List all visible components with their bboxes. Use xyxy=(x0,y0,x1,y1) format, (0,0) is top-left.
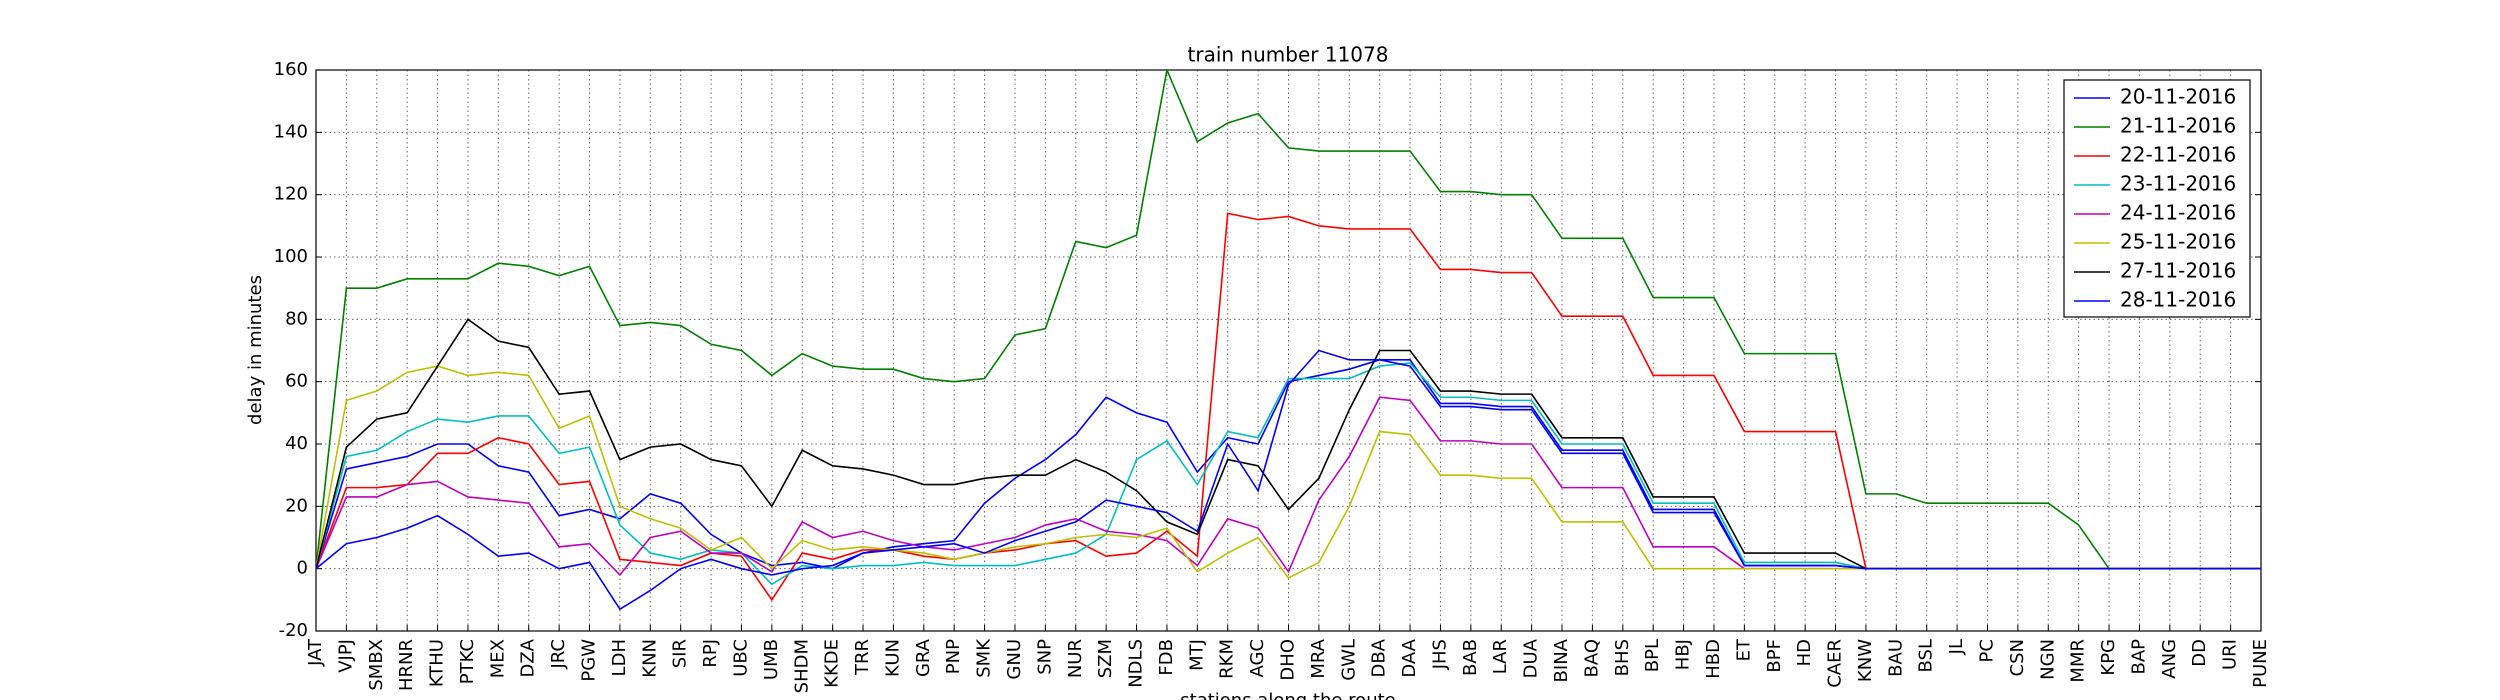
x-tick-label: ET xyxy=(1733,638,1754,661)
x-tick-label: MMR xyxy=(2068,639,2089,683)
x-tick-label: DD xyxy=(2189,639,2210,667)
x-tick-label: RKM xyxy=(1217,639,1238,679)
x-tick-label: PUNE xyxy=(2250,639,2271,688)
x-tick-label: ANG xyxy=(2159,639,2180,679)
x-tick-label: HBD xyxy=(1703,639,1724,679)
y-axis-label: delay in minutes xyxy=(245,275,266,425)
x-tick-label: SIR xyxy=(670,639,691,668)
y-tick-label: 100 xyxy=(274,246,308,267)
y-tick-label: 140 xyxy=(274,121,308,142)
x-tick-label: KKDE xyxy=(822,639,843,688)
series-line xyxy=(316,365,2261,580)
x-tick-label: BPL xyxy=(1642,639,1663,672)
x-axis-label: stations along the route xyxy=(1180,690,1395,700)
x-tick-label: LDH xyxy=(609,639,630,676)
y-tick-label: 0 xyxy=(297,558,308,579)
x-tick-label: HD xyxy=(1794,639,1815,666)
x-tick-label: UMB xyxy=(761,639,782,680)
legend-label: 28-11-2016 xyxy=(2120,288,2236,312)
x-tick-label: KTHU xyxy=(427,639,448,687)
x-tick-label: JL xyxy=(1946,639,1967,655)
x-tick-label: AGC xyxy=(1247,639,1268,678)
x-tick-label: GWL xyxy=(1338,639,1359,681)
legend-box xyxy=(2063,79,2251,318)
x-tick-label: NDLS xyxy=(1126,639,1147,688)
x-tick-label: GRA xyxy=(913,638,934,677)
x-tick-label: DUA xyxy=(1521,638,1542,678)
y-tick-label: 160 xyxy=(274,59,308,80)
x-tick-label: CSN xyxy=(2007,639,2028,676)
x-tick-label: BINA xyxy=(1551,638,1572,682)
x-tick-label: BPF xyxy=(1764,639,1785,673)
legend-label: 25-11-2016 xyxy=(2120,230,2236,254)
x-tick-label: MRA xyxy=(1308,638,1329,678)
x-tick-label: KNN xyxy=(639,639,660,678)
x-tick-label: VJPJ xyxy=(335,639,356,673)
series-line xyxy=(316,212,2261,602)
legend-label: 21-11-2016 xyxy=(2120,114,2236,138)
legend-label: 24-11-2016 xyxy=(2120,201,2236,225)
x-tick-label: JRC xyxy=(548,639,569,670)
series-line xyxy=(316,359,2261,570)
x-tick-label: MTJ xyxy=(1186,639,1207,671)
series-line xyxy=(316,349,2261,611)
x-tick-label: PNP xyxy=(943,639,964,674)
y-tick-label: 80 xyxy=(285,308,308,329)
x-tick-label: FDB xyxy=(1156,639,1177,676)
plot-frame xyxy=(315,69,2262,632)
x-tick-label: DZA xyxy=(518,638,539,677)
x-tick-label: SMK xyxy=(974,638,995,678)
x-tick-label: BHS xyxy=(1612,639,1633,676)
x-tick-label: KNW xyxy=(1855,639,1876,682)
x-tick-label: KPG xyxy=(2098,639,2119,676)
x-tick-label: KUN xyxy=(882,639,903,677)
x-tick-label: DBA xyxy=(1369,638,1390,677)
x-tick-label: CAER xyxy=(1825,639,1846,688)
x-tick-label: UBC xyxy=(730,639,751,677)
x-tick-label: SZM xyxy=(1095,639,1116,678)
x-tick-label: GNU xyxy=(1004,639,1025,680)
x-tick-label: PGW xyxy=(579,639,600,682)
y-tick-label: 20 xyxy=(285,495,308,516)
legend-label: 23-11-2016 xyxy=(2120,172,2236,196)
series-line xyxy=(316,70,2261,570)
y-tick-label: 60 xyxy=(285,371,308,392)
legend-label: 20-11-2016 xyxy=(2120,85,2236,109)
x-tick-label: BAP xyxy=(2128,639,2149,675)
x-tick-label: SHDM xyxy=(791,639,812,693)
x-tick-label: LAR xyxy=(1490,639,1511,674)
series-line xyxy=(316,362,2261,586)
x-tick-label: HBJ xyxy=(1673,639,1694,670)
x-tick-label: JAT xyxy=(305,638,326,667)
x-tick-label: BSL xyxy=(1916,639,1937,673)
legend-label: 22-11-2016 xyxy=(2120,143,2236,167)
x-tick-label: BAB xyxy=(1460,639,1481,676)
x-tick-label: HRNR xyxy=(396,639,417,691)
x-tick-label: NUR xyxy=(1065,639,1086,678)
y-tick-label: -20 xyxy=(279,620,308,641)
x-tick-label: TRR xyxy=(852,639,873,676)
chart-title: train number 11078 xyxy=(1188,43,1389,67)
y-tick-label: 40 xyxy=(285,433,308,454)
x-tick-label: DAA xyxy=(1399,638,1420,677)
x-tick-label: SMBX xyxy=(366,639,387,691)
x-tick-label: BAQ xyxy=(1581,639,1602,678)
x-tick-label: URI xyxy=(2220,639,2241,670)
x-tick-label: BAU xyxy=(1885,639,1906,677)
x-tick-label: RPJ xyxy=(700,639,721,668)
x-tick-label: PC xyxy=(1976,639,1997,662)
x-tick-label: DHO xyxy=(1278,639,1299,681)
x-tick-label: SNP xyxy=(1034,639,1055,675)
x-tick-label: MEX xyxy=(487,639,508,678)
x-tick-label: PTKC xyxy=(457,639,478,684)
y-tick-label: 120 xyxy=(274,184,308,205)
legend-label: 27-11-2016 xyxy=(2120,259,2236,283)
x-tick-label: JHS xyxy=(1429,639,1450,670)
x-tick-label: NGN xyxy=(2037,639,2058,680)
